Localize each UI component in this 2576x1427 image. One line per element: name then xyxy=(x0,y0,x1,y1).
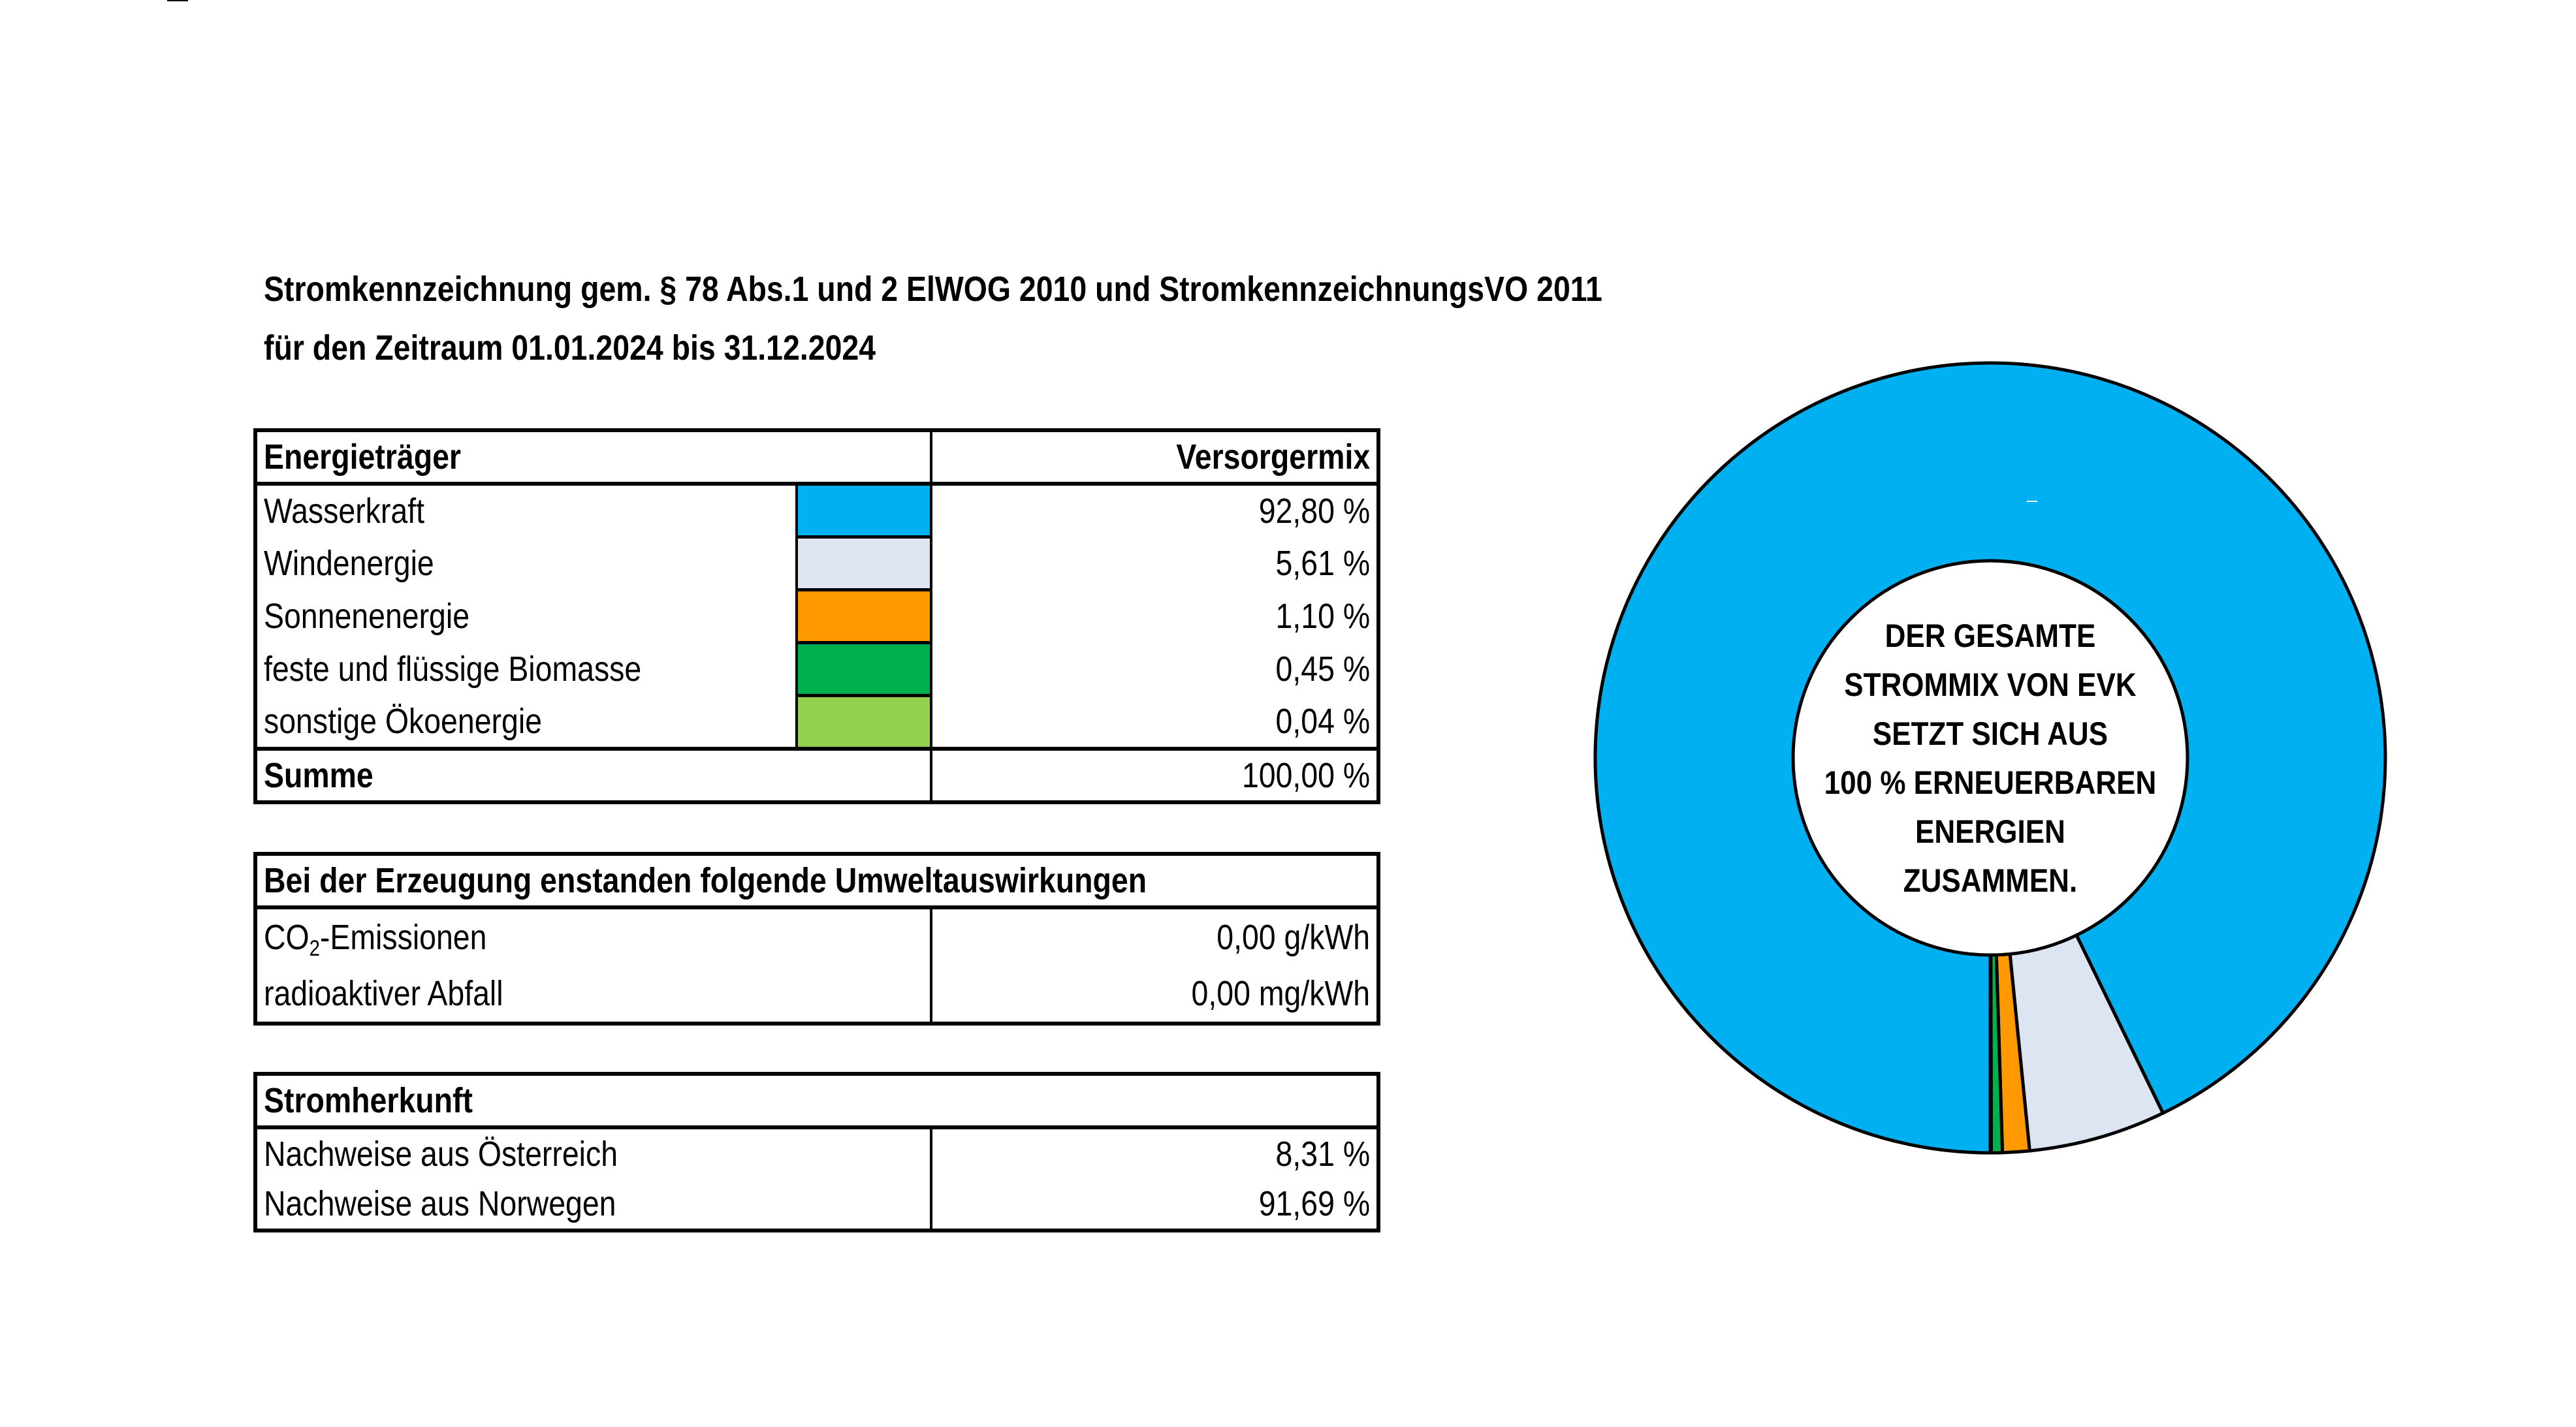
row-value: 1,10 % xyxy=(930,589,1379,643)
table-row: Nachweise aus Norwegen 91,69 % xyxy=(255,1179,1379,1231)
row-label: Wasserkraft xyxy=(264,492,424,531)
corner-mark xyxy=(167,0,188,1)
environment-header-row: Bei der Erzeugung enstanden folgende Umw… xyxy=(255,854,1379,909)
row-value: 0,45 % xyxy=(930,642,1379,696)
co2-label: CO2-Emissionen xyxy=(264,918,487,961)
waste-label: radioaktiver Abfall xyxy=(264,974,503,1013)
row-value: 0,04 % xyxy=(930,695,1379,749)
sum-label: Summe xyxy=(255,747,932,802)
row-label: feste und flüssige Biomasse xyxy=(264,650,642,689)
row-value: 5,61 % xyxy=(930,537,1379,590)
center-line: STROMMIX VON EVK xyxy=(1844,666,2137,703)
waste-value: 0,00 mg/kWh xyxy=(929,965,1379,1024)
environment-header: Bei der Erzeugung enstanden folgende Umw… xyxy=(255,854,1379,909)
center-line: ZUSAMMEN. xyxy=(1903,862,2078,899)
page-title: Stromkennzeichnung gem. § 78 Abs.1 und 2… xyxy=(264,260,1602,377)
center-line: SETZT SICH AUS xyxy=(1872,715,2108,752)
origin-header: Stromherkunft xyxy=(255,1074,1379,1129)
center-line: DER GESAMTE xyxy=(1884,618,2096,654)
table-row: sonstige Ökoenergie 0,04 % xyxy=(255,694,1379,749)
row-value: 92,80 % xyxy=(930,484,1379,537)
table-row: feste und flüssige Biomasse 0,45 % xyxy=(255,641,1379,696)
color-swatch-sonnenenergie xyxy=(795,588,932,643)
table-row: Sonnenenergie 1,10 % xyxy=(255,588,1379,643)
row-label: Sonnenenergie xyxy=(264,597,470,636)
energy-mix-header-row: Energieträger Versorgermix xyxy=(255,430,1379,486)
center-line: ENERGIEN xyxy=(1915,813,2065,850)
color-swatch-wasserkraft xyxy=(795,484,932,537)
co2-value: 0,00 g/kWh xyxy=(929,907,1379,965)
color-swatch-biomasse xyxy=(795,641,932,696)
table-row: radioaktiver Abfall 0,00 mg/kWh xyxy=(255,965,1379,1024)
origin-table: Stromherkunft Nachweise aus Österreich 8… xyxy=(253,1072,1381,1232)
table-row: Wasserkraft 92,80 % xyxy=(255,484,1379,537)
energy-mix-donut-chart xyxy=(1593,361,2387,1155)
environment-table: Bei der Erzeugung enstanden folgende Umw… xyxy=(253,852,1381,1026)
table-row: CO2-Emissionen 0,00 g/kWh xyxy=(255,907,1379,965)
origin-label: Nachweise aus Österreich xyxy=(264,1135,618,1174)
chart-artifact-dash xyxy=(2027,501,2037,502)
origin-label: Nachweise aus Norwegen xyxy=(264,1184,616,1223)
origin-header-row: Stromherkunft xyxy=(255,1074,1379,1129)
title-line-1: Stromkennzeichnung gem. § 78 Abs.1 und 2… xyxy=(264,270,1602,309)
sum-value: 100,00 % xyxy=(930,747,1379,802)
color-swatch-windenergie xyxy=(795,535,932,590)
header-energietraeger: Energieträger xyxy=(255,430,932,486)
row-label: sonstige Ökoenergie xyxy=(264,701,542,741)
sum-row: Summe 100,00 % xyxy=(255,747,1379,802)
table-row: Windenergie 5,61 % xyxy=(255,535,1379,590)
table-row: Nachweise aus Österreich 8,31 % xyxy=(255,1127,1379,1179)
header-versorgermix: Versorgermix xyxy=(930,430,1379,486)
donut-hole xyxy=(1791,559,2189,957)
energy-mix-table: Energieträger Versorgermix Wasserkraft 9… xyxy=(253,428,1381,804)
donut-center-label: DER GESAMTE STROMMIX VON EVK SETZT SICH … xyxy=(1792,561,2188,956)
center-line: 100 % ERNEUERBAREN xyxy=(1824,764,2157,801)
row-label: Windenergie xyxy=(264,544,434,583)
title-line-2: für den Zeitraum 01.01.2024 bis 31.12.20… xyxy=(264,328,876,368)
color-swatch-oekoenergie xyxy=(795,694,932,749)
origin-value: 91,69 % xyxy=(929,1179,1379,1231)
origin-value: 8,31 % xyxy=(929,1127,1379,1179)
